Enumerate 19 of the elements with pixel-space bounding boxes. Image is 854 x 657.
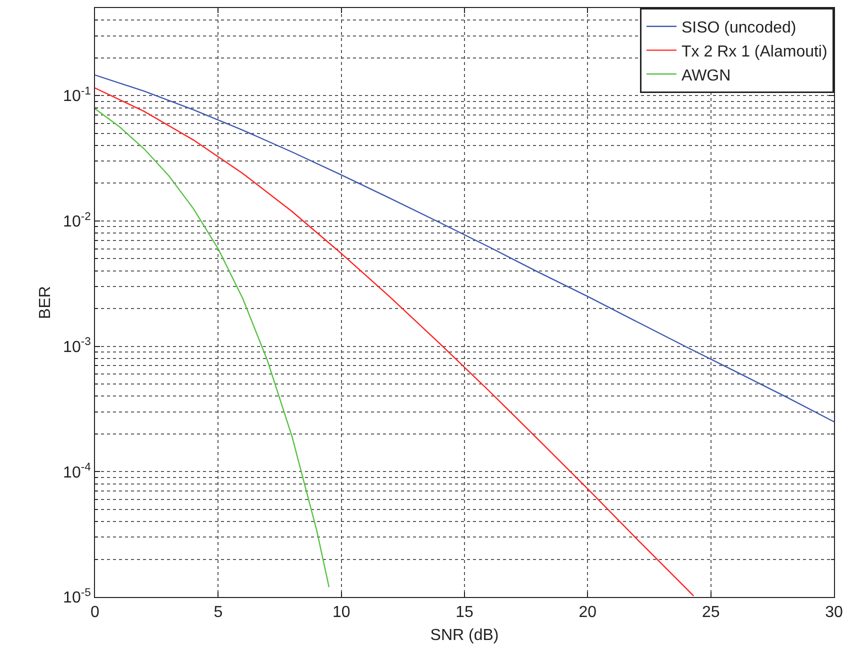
x-tick-label: 25 [702,604,720,622]
x-tick-label: 0 [90,604,100,622]
y-tick-label: 10$^{-4}$ [63,462,91,482]
legend-label: SISO (uncoded) [682,20,796,37]
y-tick-label: 10$^{-3}$ [63,336,91,356]
y-axis-title: BER [36,286,54,319]
line-series [95,87,694,597]
x-axis-title: SNR (dB) [430,626,499,644]
line-series [95,108,330,588]
x-tick-label: 20 [578,604,597,622]
x-tick-label: 5 [214,604,223,622]
y-tick-label: 10$^{-5}$ [63,586,91,607]
legend-label: AWGN [682,67,731,84]
x-tick-label: 10 [332,604,350,622]
legend-label: Tx 2 Rx 1 (Alamouti) [682,43,828,60]
y-tick-label: 10$^{-2}$ [63,210,91,231]
y-tick-label: 10$^{-1}$ [63,85,91,106]
x-tick-label: 15 [456,604,474,622]
x-tick-label: 30 [825,604,843,622]
